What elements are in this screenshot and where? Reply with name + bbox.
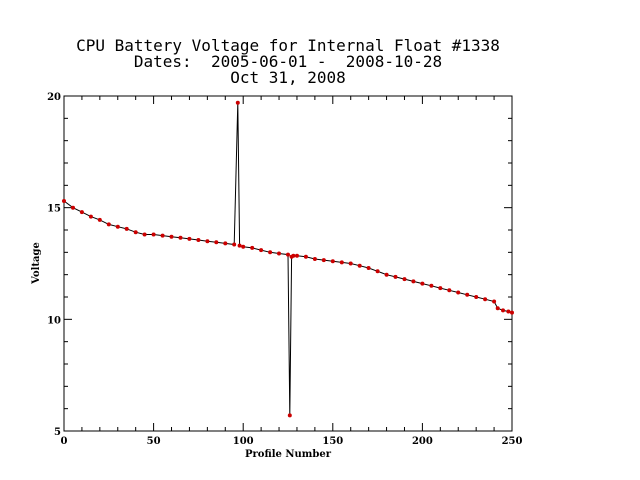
voltage-series-line	[63, 102, 513, 416]
data-point	[232, 242, 237, 247]
data-point	[295, 253, 299, 258]
data-point	[187, 236, 192, 241]
data-point	[291, 253, 296, 258]
chart-title: CPU Battery Voltage for Internal Float #…	[76, 36, 500, 55]
data-point	[241, 244, 246, 249]
data-point	[506, 309, 511, 314]
chart-generated-date: Oct 31, 2008	[230, 68, 346, 87]
data-point	[160, 233, 165, 238]
y-axis-label: Voltage	[31, 242, 42, 285]
data-point	[393, 274, 398, 279]
x-tick-label: 250	[502, 436, 523, 447]
data-point	[151, 232, 156, 237]
data-point	[357, 263, 362, 268]
data-point	[321, 258, 326, 263]
data-point	[268, 250, 273, 255]
plot-frame	[63, 95, 513, 432]
data-point	[330, 259, 335, 264]
data-point	[474, 295, 479, 299]
axis-ticks	[63, 95, 513, 432]
data-point	[250, 245, 255, 250]
data-point	[510, 310, 514, 315]
data-point	[312, 257, 317, 261]
data-point	[411, 279, 416, 284]
data-point	[88, 214, 93, 219]
data-point	[483, 297, 488, 302]
data-point	[375, 269, 380, 274]
data-point	[235, 100, 240, 105]
data-point	[133, 230, 138, 235]
x-tick-label: 0	[61, 436, 68, 447]
data-point	[348, 261, 353, 266]
data-point	[501, 308, 505, 313]
data-point	[495, 306, 500, 311]
data-point	[237, 243, 242, 248]
data-point	[420, 281, 425, 286]
data-point	[384, 272, 389, 277]
data-point	[287, 413, 292, 418]
data-point	[438, 286, 443, 291]
data-point	[223, 241, 228, 246]
data-point	[429, 283, 434, 288]
data-point	[303, 254, 308, 259]
data-point	[447, 288, 452, 293]
data-point	[79, 210, 84, 215]
x-axis-label: Profile Number	[245, 449, 332, 460]
data-point	[115, 224, 120, 229]
data-point	[339, 260, 344, 265]
voltage-series-markers	[62, 100, 514, 418]
data-point	[124, 226, 129, 231]
data-point	[62, 199, 66, 203]
data-point	[402, 277, 407, 282]
x-tick-label: 50	[147, 436, 161, 447]
chart-title-block: CPU Battery Voltage for Internal Float #…	[0, 38, 576, 86]
y-tick-label: 5	[54, 427, 61, 438]
data-point	[169, 234, 174, 239]
x-tick-label: 200	[412, 436, 433, 447]
data-point	[97, 217, 102, 222]
data-point	[259, 248, 264, 253]
data-point	[456, 290, 461, 295]
x-tick-label: 100	[233, 436, 254, 447]
y-tick-label: 10	[47, 315, 61, 326]
data-point	[196, 238, 201, 242]
data-point	[106, 222, 111, 227]
x-tick-label: 150	[322, 436, 343, 447]
data-point	[277, 251, 281, 256]
data-point	[71, 205, 75, 210]
data-point	[366, 266, 371, 270]
chart-dates: Dates: 2005-06-01 - 2008-10-28	[133, 52, 443, 71]
axis-tick-labels: 0 50 100 150 200 250 5 10 15 20	[47, 92, 522, 447]
data-point	[205, 239, 210, 244]
data-point	[286, 252, 290, 257]
data-point	[214, 240, 219, 245]
data-point	[465, 292, 470, 297]
data-point	[178, 235, 183, 240]
data-point	[142, 232, 147, 237]
data-point	[492, 299, 497, 304]
y-tick-label: 15	[47, 204, 61, 215]
y-tick-label: 20	[47, 92, 61, 103]
